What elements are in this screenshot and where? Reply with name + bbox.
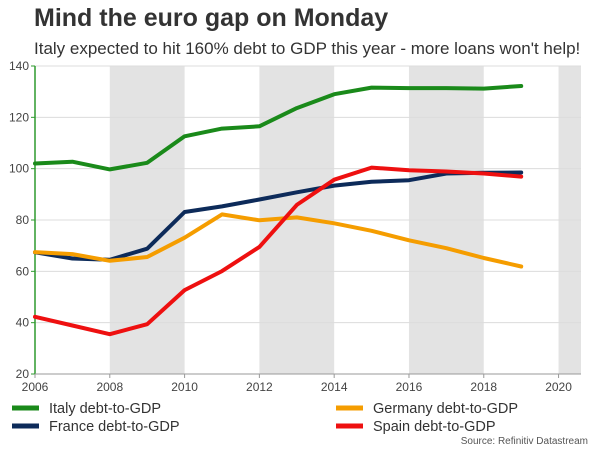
series-line-france-debt-to-gdp <box>33 170 524 262</box>
y-tick-label: 100 <box>9 162 29 176</box>
x-tick-label: 2012 <box>246 380 273 394</box>
x-tick-label: 2014 <box>321 380 348 394</box>
x-tick-label: 2010 <box>171 380 198 394</box>
legend-label-spain-debt-to-gdp: Spain debt-to-GDP <box>373 419 496 435</box>
x-tick-label: 2008 <box>96 380 123 394</box>
legend-label-italy-debt-to-gdp: Italy debt-to-GDP <box>49 401 161 417</box>
y-tick-label: 80 <box>16 213 30 227</box>
legend-label-france-debt-to-gdp: France debt-to-GDP <box>49 419 180 435</box>
series-line-germany-debt-to-gdp <box>33 212 524 269</box>
y-tick-label: 20 <box>16 367 30 381</box>
series-lines <box>33 84 524 337</box>
x-tick-label: 2018 <box>470 380 497 394</box>
x-tick-label: 2020 <box>545 380 572 394</box>
axes: 20 40 60 80 100 120 140 2006 2008 2010 2012 2014 201… <box>9 59 581 394</box>
source-note: Source: Refinitiv Datastream <box>460 436 588 447</box>
gridlines <box>35 65 581 324</box>
chart-title: Mind the euro gap on Monday <box>34 4 389 32</box>
chart-subtitle: Italy expected to hit 160% debt to GDP t… <box>34 39 581 58</box>
y-tick-label: 140 <box>9 59 29 73</box>
y-tick-label: 40 <box>16 316 30 330</box>
series-line-spain-debt-to-gdp <box>33 165 524 337</box>
x-tick-label: 2016 <box>396 380 423 394</box>
y-tick-label: 60 <box>16 264 30 278</box>
y-tick-label: 120 <box>9 110 29 124</box>
legend-label-germany-debt-to-gdp: Germany debt-to-GDP <box>373 401 518 417</box>
series-line-italy-debt-to-gdp <box>33 84 524 172</box>
x-tick-label: 2006 <box>22 380 49 394</box>
legend: Italy debt-to-GDP France debt-to-GDP Germa… <box>12 401 518 435</box>
